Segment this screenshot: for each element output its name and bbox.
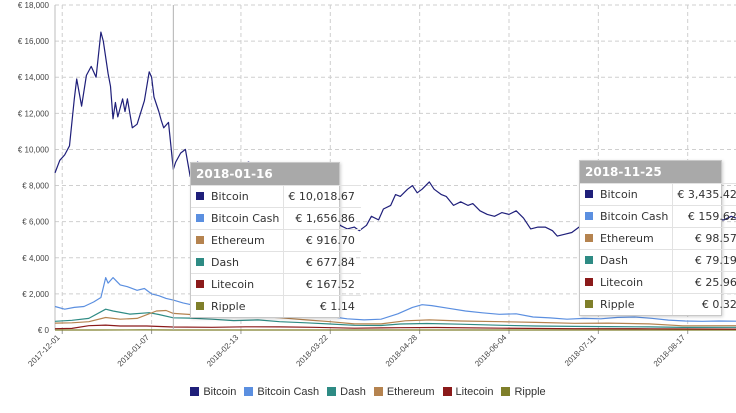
tooltip-series-name: Bitcoin: [596, 183, 673, 206]
tooltip-swatch: [580, 227, 596, 250]
tooltip-swatch: [580, 205, 596, 228]
tooltip-series-name: Bitcoin Cash: [596, 205, 673, 228]
legend-item[interactable]: Litecoin: [442, 386, 494, 398]
tooltip-row: Dash € 677.84: [191, 251, 361, 274]
y-tick-label: € 16,000: [18, 37, 50, 46]
tooltip-value: € 0.32: [672, 293, 736, 315]
y-axis: € 0 € 2,000 € 4,000 € 6,000 € 8,000 € 10,000 €…: [18, 1, 56, 335]
tooltip-series-name: Ethereum: [207, 229, 284, 252]
tooltip-series-name: Litecoin: [596, 271, 673, 294]
legend-label: Ripple: [514, 386, 546, 398]
tooltip-row: Dash € 79.19: [580, 249, 736, 272]
legend-label: Dash: [340, 386, 366, 398]
x-tick-label: 2018-03-22: [294, 333, 330, 369]
tooltip-row: Litecoin € 167.52: [191, 273, 361, 296]
tooltip-swatch: [191, 273, 207, 296]
tooltip-row: Bitcoin Cash € 159.62: [580, 205, 736, 228]
tooltip-series-name: Dash: [207, 251, 284, 274]
tooltip-series-name: Bitcoin Cash: [207, 207, 284, 230]
x-tick-label: 2018-02-13: [205, 333, 241, 369]
tooltip-value: € 98.57: [672, 227, 736, 250]
legend-item[interactable]: Dash: [327, 386, 366, 398]
tooltip-value: € 25.96: [672, 271, 736, 294]
tooltip-row: Ripple € 0.32: [580, 293, 736, 315]
y-tick-label: € 18,000: [18, 1, 50, 10]
tooltip-value: € 677.84: [283, 251, 361, 274]
legend-item[interactable]: Ethereum: [373, 386, 435, 398]
tooltip-value: € 3,435.42: [672, 183, 736, 206]
tooltip-value: € 1.14: [283, 295, 361, 317]
tooltip-value: € 167.52: [283, 273, 361, 296]
tooltip-row: Bitcoin € 3,435.42: [580, 183, 736, 206]
tooltip-value: € 10,018.67: [283, 185, 361, 208]
tooltip-series-name: Ethereum: [596, 227, 673, 250]
tooltip-swatch: [580, 271, 596, 294]
tooltip-row: Ethereum € 916.70: [191, 229, 361, 252]
legend-swatch: [244, 387, 254, 396]
y-tick-label: € 6,000: [22, 218, 49, 227]
tooltip-right: 2018-11-25 Bitcoin € 3,435.42 Bitcoin Cash…: [579, 160, 736, 316]
y-tick-label: € 8,000: [22, 182, 49, 191]
x-tick-label: 2017-12-01: [26, 333, 62, 369]
legend: Bitcoin Bitcoin Cash Dash Ethereum Litecoin R…: [0, 386, 736, 398]
tooltip-date: 2018-11-25: [580, 161, 721, 183]
tooltip-series-name: Bitcoin: [207, 185, 284, 208]
legend-swatch: [327, 387, 337, 396]
tooltip-value: € 1,656.86: [283, 207, 361, 230]
x-tick-label: 2018-07-11: [563, 333, 598, 368]
legend-swatch: [501, 387, 511, 396]
tooltip-row: Bitcoin € 10,018.67: [191, 185, 361, 208]
series-line-dash: [54, 308, 736, 328]
y-tick-label: € 4,000: [22, 254, 49, 263]
x-tick-label: 2018-08-17: [652, 333, 688, 369]
tooltip-swatch: [191, 207, 207, 230]
legend-item[interactable]: Bitcoin: [190, 386, 236, 398]
tooltip-left: 2018-01-16 Bitcoin € 10,018.67 Bitcoin Cas…: [190, 162, 361, 318]
x-tick-label: 2018-01-07: [116, 333, 152, 369]
legend-label: Bitcoin Cash: [257, 386, 320, 398]
tooltip-value: € 916.70: [283, 229, 361, 252]
tooltip-swatch: [191, 295, 207, 317]
tooltip-value: € 159.62: [672, 205, 736, 228]
y-tick-label: € 12,000: [18, 109, 50, 118]
series-line-ethereum: [54, 309, 736, 327]
y-tick-label: € 2,000: [22, 290, 49, 299]
tooltip-table: Bitcoin € 10,018.67 Bitcoin Cash € 1,656.86…: [191, 185, 361, 317]
tooltip-series-name: Ripple: [596, 293, 673, 315]
y-tick-label: € 14,000: [18, 73, 50, 82]
x-tick-label: 2018-04-28: [384, 333, 420, 369]
tooltip-swatch: [580, 249, 596, 272]
tooltip-swatch: [580, 183, 596, 206]
tooltip-series-name: Ripple: [207, 295, 284, 317]
series-line-litecoin: [54, 324, 736, 330]
legend-item[interactable]: Ripple: [501, 386, 546, 398]
legend-item[interactable]: Bitcoin Cash: [244, 386, 319, 398]
x-axis: 2017-12-01 2018-01-07 2018-02-13 2018-03-22…: [26, 330, 689, 369]
tooltip-row: Bitcoin Cash € 1,656.86: [191, 207, 361, 230]
tooltip-table: Bitcoin € 3,435.42 Bitcoin Cash € 159.62 Eth…: [580, 183, 736, 315]
legend-swatch: [373, 387, 383, 396]
legend-swatch: [442, 387, 452, 396]
tooltip-row: Litecoin € 25.96: [580, 271, 736, 294]
x-tick-label: 2018-06-04: [473, 333, 509, 369]
tooltip-swatch: [191, 251, 207, 274]
tooltip-row: Ripple € 1.14: [191, 295, 361, 317]
legend-label: Ethereum: [386, 386, 435, 398]
legend-label: Litecoin: [455, 386, 494, 398]
tooltip-swatch: [191, 229, 207, 252]
y-tick-label: € 0: [38, 326, 50, 335]
tooltip-date: 2018-01-16: [191, 163, 339, 185]
tooltip-series-name: Dash: [596, 249, 673, 272]
tooltip-swatch: [191, 185, 207, 208]
tooltip-value: € 79.19: [672, 249, 736, 272]
y-tick-label: € 10,000: [18, 145, 50, 154]
legend-label: Bitcoin: [203, 386, 237, 398]
tooltip-series-name: Litecoin: [207, 273, 284, 296]
legend-swatch: [190, 387, 200, 396]
tooltip-swatch: [580, 293, 596, 315]
tooltip-row: Ethereum € 98.57: [580, 227, 736, 250]
